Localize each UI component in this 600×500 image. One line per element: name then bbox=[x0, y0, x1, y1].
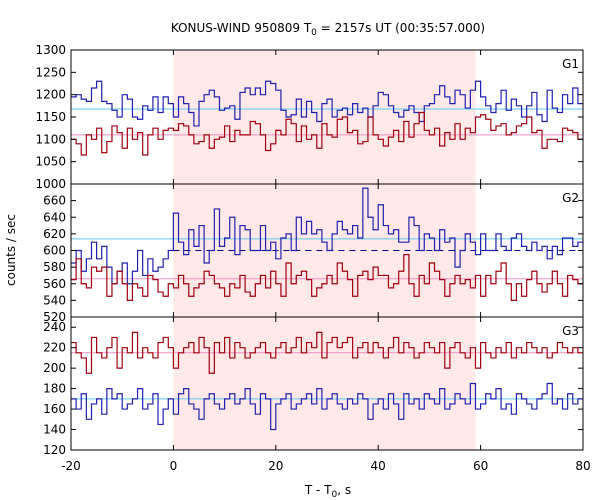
y-tick-label: 220 bbox=[43, 341, 66, 355]
x-axis-title-main: T - T bbox=[304, 483, 332, 497]
panel-g3: 120 140 160 180 200 220 240 G3 bbox=[43, 316, 584, 457]
y-tick-label: 140 bbox=[43, 423, 66, 437]
x-tick-label: 80 bbox=[575, 459, 590, 473]
series-blue-histogram bbox=[71, 382, 583, 431]
y-axis-title: counts / sec bbox=[4, 214, 18, 286]
y-tick-label: 520 bbox=[43, 310, 66, 324]
y-tick-label: 580 bbox=[43, 260, 66, 274]
y-tick-label: 620 bbox=[43, 227, 66, 241]
chart-title-subscript: 0 bbox=[311, 28, 317, 38]
x-axis-title-subscript: 0 bbox=[332, 490, 338, 500]
panel-label: G2 bbox=[562, 191, 579, 205]
y-tick-label: 560 bbox=[43, 277, 66, 291]
panel-g1: 1000 1050 1100 1150 1200 1250 1300 G1 bbox=[35, 43, 584, 191]
x-tick-label: -20 bbox=[61, 459, 81, 473]
x-axis-title-rest: , s bbox=[337, 483, 351, 497]
y-tick-label: 600 bbox=[43, 244, 66, 258]
series-red-histogram bbox=[71, 331, 583, 374]
y-tick-label: 1000 bbox=[35, 177, 66, 191]
y-tick-label: 1050 bbox=[35, 155, 66, 169]
panels-group: 1000105011001150120012501300G15205405605… bbox=[35, 43, 590, 473]
burst-interval-highlight bbox=[173, 184, 476, 317]
panel-frame bbox=[70, 316, 584, 451]
panel-g2: 520 540 560 580 600 620 640 660 G2 bbox=[43, 183, 584, 324]
chart-title-rest: = 2157s UT (00:35:57.000) bbox=[317, 21, 485, 35]
y-tick-label: 1250 bbox=[35, 65, 66, 79]
y-tick-label: 180 bbox=[43, 382, 66, 396]
burst-interval-highlight bbox=[173, 317, 476, 450]
x-tick-label: 20 bbox=[268, 459, 283, 473]
y-tick-label: 1150 bbox=[35, 110, 66, 124]
y-tick-label: 1100 bbox=[35, 132, 66, 146]
x-tick-label: 0 bbox=[170, 459, 178, 473]
y-tick-label: 640 bbox=[43, 210, 66, 224]
x-axis-title: T - T0, s bbox=[304, 483, 351, 500]
panel-label: G3 bbox=[562, 324, 579, 338]
y-tick-label: 540 bbox=[43, 293, 66, 307]
y-tick-label: 1300 bbox=[35, 43, 66, 57]
panel-label: G1 bbox=[562, 57, 579, 71]
series-red-histogram bbox=[71, 111, 583, 156]
y-tick-label: 660 bbox=[43, 194, 66, 208]
y-tick-label: 200 bbox=[43, 361, 66, 375]
x-tick-label: 60 bbox=[473, 459, 488, 473]
series-blue-histogram bbox=[71, 187, 583, 285]
y-tick-label: 160 bbox=[43, 402, 66, 416]
series-red-histogram bbox=[71, 254, 583, 301]
y-tick-label: 240 bbox=[43, 320, 66, 334]
burst-interval-highlight bbox=[173, 50, 476, 184]
chart-title-main: KONUS-WIND 950809 T bbox=[171, 21, 312, 35]
series-blue-histogram bbox=[71, 80, 583, 127]
y-tick-label: 120 bbox=[43, 443, 66, 457]
chart-title: KONUS-WIND 950809 T0 = 2157s UT (00:35:5… bbox=[171, 21, 485, 38]
x-tick-label: 40 bbox=[371, 459, 386, 473]
y-tick-label: 1200 bbox=[35, 88, 66, 102]
